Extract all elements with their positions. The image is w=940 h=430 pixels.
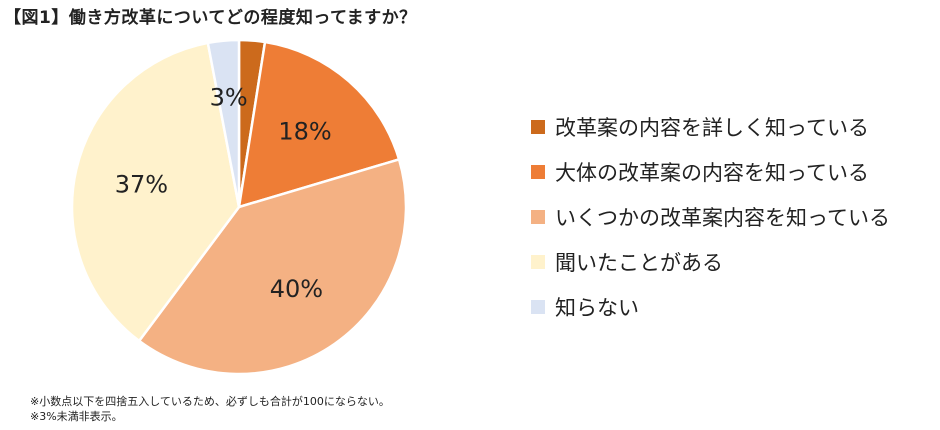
legend-item-1: 改革案の内容を詳しく知っている xyxy=(531,104,890,149)
legend-swatch-4 xyxy=(531,254,545,269)
legend-label-2: 大体の改革案の内容を知っている xyxy=(555,160,869,185)
legend-swatch-5 xyxy=(531,299,545,314)
pie-slice-label-3: 40% xyxy=(270,275,323,303)
legend-label-3: いくつかの改革案内容を知っている xyxy=(555,205,890,230)
pie-labels: 18% 40% 37% 3% xyxy=(115,83,332,303)
legend-label-1: 改革案の内容を詳しく知っている xyxy=(555,115,869,140)
pie-slice-2 xyxy=(237,40,401,209)
legend-item-4: 聞いたことがある xyxy=(531,239,890,284)
legend-item-3: いくつかの改革案内容を知っている xyxy=(531,194,890,239)
footnote-hidden-small: ※3%未満非表示。 xyxy=(30,410,123,423)
chart-title: 【図1】働き方改革についてどの程度知ってますか？ xyxy=(4,8,417,28)
footnote-rounding: ※小数点以下を四捨五入しているため、必ずしも合計が100にならない。 xyxy=(30,395,390,408)
pie-slice-label-4: 37% xyxy=(115,171,168,199)
legend-swatch-3 xyxy=(531,209,545,224)
footnotes: ※小数点以下を四捨五入しているため、必ずしも合計が100にならない。 ※3%未満… xyxy=(30,394,390,424)
chart-legend: 改革案の内容を詳しく知っている 大体の改革案の内容を知っている いくつかの改革案内容… xyxy=(531,104,890,329)
legend-swatch-2 xyxy=(531,164,545,179)
legend-label-5: 知らない xyxy=(555,295,639,320)
pie-slice-4 xyxy=(70,41,241,343)
pie-slice-3 xyxy=(137,157,408,376)
legend-item-2: 大体の改革案の内容を知っている xyxy=(531,149,890,194)
pie-slice-5 xyxy=(206,38,241,208)
pie-slice-label-5: 3% xyxy=(210,83,248,111)
legend-swatch-1 xyxy=(531,119,545,134)
pie-slice-label-2: 18% xyxy=(278,118,331,146)
pie-slices xyxy=(70,38,408,376)
legend-label-4: 聞いたことがある xyxy=(555,250,723,275)
legend-item-5: 知らない xyxy=(531,284,890,329)
